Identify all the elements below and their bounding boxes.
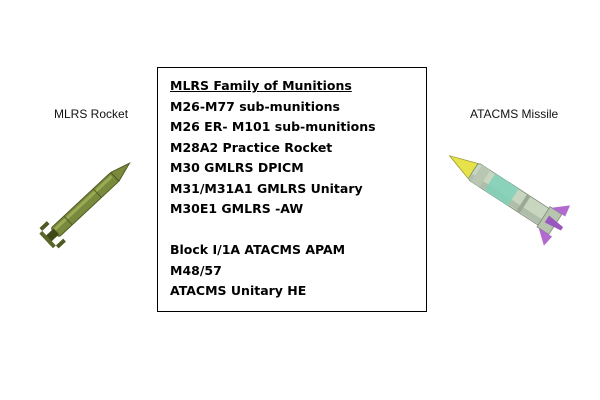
mlrs-rocket-image	[39, 161, 131, 249]
munitions-box: MLRS Family of Munitions M26-M77 sub-mun…	[157, 67, 427, 312]
list-item: M26-M77 sub-munitions	[170, 98, 340, 114]
list-item: M31/M31A1 GMLRS Unitary	[170, 180, 363, 196]
list-item: M26 ER- M101 sub-munitions	[170, 119, 376, 134]
atacms-missile-label: ATACMS Missile	[470, 107, 559, 121]
munitions-box-title: MLRS Family of Munitions	[170, 78, 352, 93]
list-item: ATACMS Unitary HE	[170, 283, 307, 298]
munitions-list: M26-M77 sub-munitions M26 ER- M101 sub-m…	[170, 97, 426, 220]
list-spacer	[170, 220, 426, 241]
atacms-missile-image	[448, 155, 571, 246]
list-item: Block I/1A ATACMS APAM	[170, 242, 346, 257]
list-item: M30E1 GMLRS -AW	[170, 201, 304, 216]
list-item: M30 GMLRS DPICM	[170, 160, 304, 175]
list-item: M48/57	[170, 262, 222, 278]
mlrs-rocket-label: MLRS Rocket	[54, 107, 129, 121]
atacms-list: Block I/1A ATACMS APAM M48/57 ATACMS Uni…	[170, 240, 426, 302]
list-item: M28A2 Practice Rocket	[170, 139, 333, 155]
